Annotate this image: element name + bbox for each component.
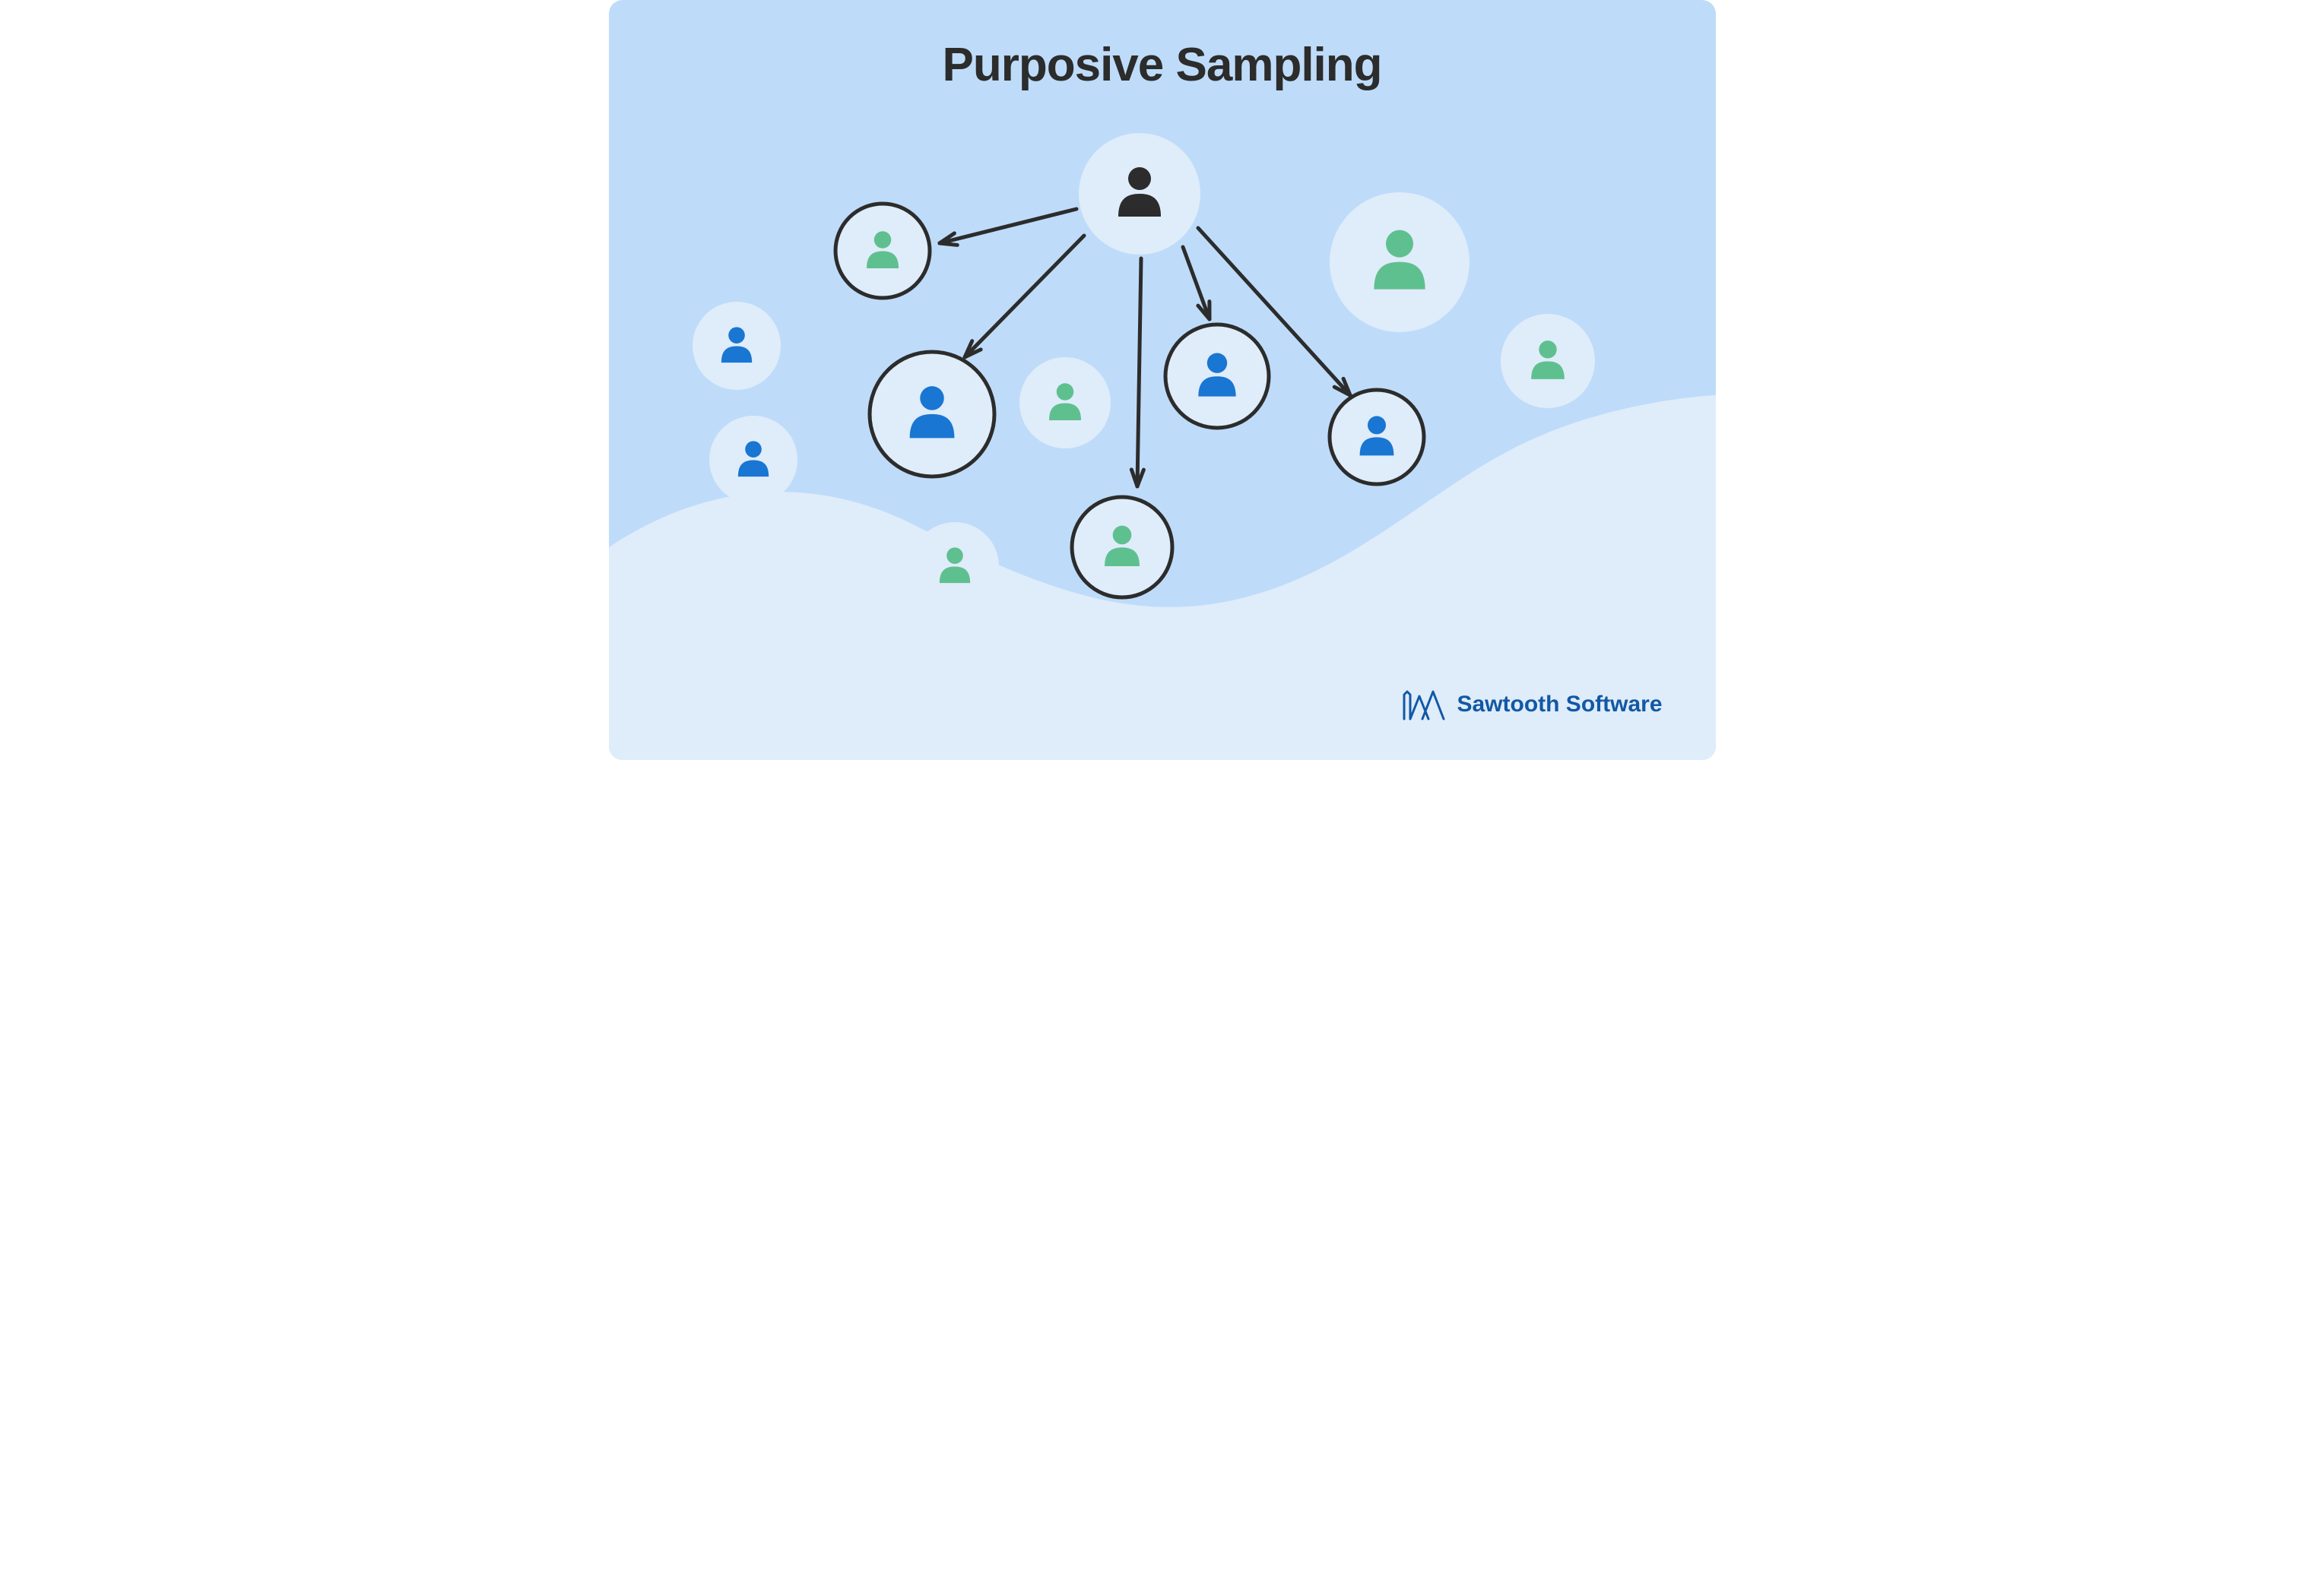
person-node	[1330, 390, 1424, 484]
brand-logo-text: Sawtooth Software	[1457, 692, 1662, 717]
person-node	[911, 522, 999, 610]
page-title: Purposive Sampling	[609, 38, 1716, 92]
person-node	[693, 302, 781, 390]
person-node	[1165, 325, 1269, 428]
person-node	[1072, 497, 1172, 597]
person-node	[1501, 314, 1595, 408]
person-node	[1019, 357, 1111, 448]
brand-logo: Sawtooth Software	[1402, 687, 1662, 722]
person-node	[709, 416, 797, 504]
infographic-canvas: Purposive Sampling Sawtooth Software	[609, 0, 1716, 760]
diagram-svg	[609, 0, 1716, 760]
sawtooth-icon	[1402, 687, 1446, 722]
person-node	[835, 204, 930, 298]
